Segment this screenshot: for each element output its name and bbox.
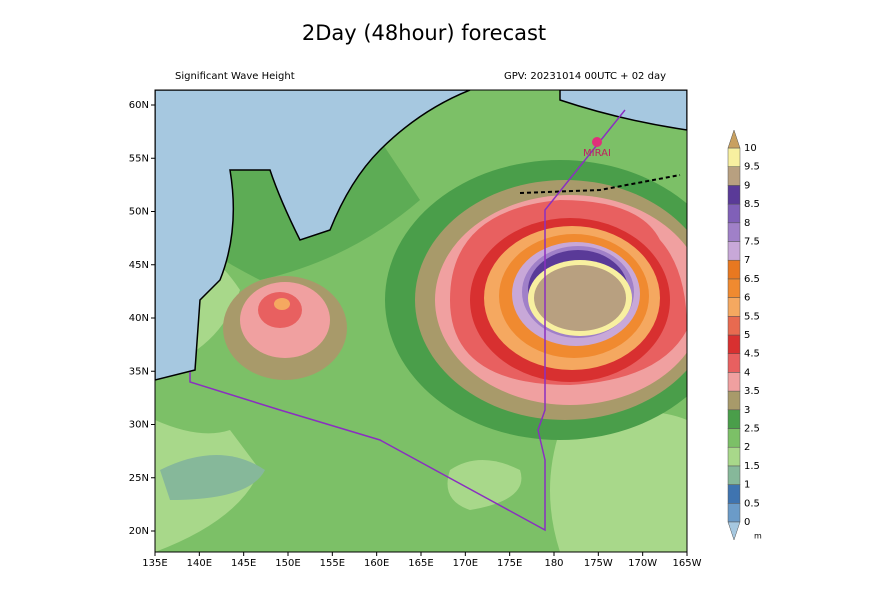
colorbar-bin (727, 428, 741, 448)
colorbar-bin (727, 503, 741, 523)
colorbar-bin (727, 297, 741, 317)
lon-label: 170E (453, 558, 478, 569)
colorbar-label: 5.5 (744, 311, 760, 322)
lon-label: 175E (497, 558, 522, 569)
colorbar-label: 8 (744, 218, 750, 229)
colorbar-bin (727, 316, 741, 336)
lon-label: 140E (187, 558, 212, 569)
lat-label: 55N (129, 153, 149, 164)
lat-label: 40N (129, 313, 149, 324)
lon-label: 165W (673, 558, 702, 569)
map: MIRAI (155, 90, 687, 552)
lon-label: 165E (408, 558, 433, 569)
colorbar-label: 1.5 (744, 461, 760, 472)
colorbar-bin (727, 484, 741, 504)
colorbar-under (727, 521, 741, 541)
colorbar-bin (727, 353, 741, 373)
colorbar-bin (727, 334, 741, 354)
colorbar-bin (727, 372, 741, 392)
lon-label: 145E (231, 558, 256, 569)
colorbar-bin (727, 465, 741, 485)
lat-label: 30N (129, 420, 149, 431)
colorbar-label: 9.5 (744, 162, 760, 173)
colorbar-label: 3 (744, 405, 750, 416)
colorbar-label: 6.5 (744, 274, 760, 285)
colorbar-bin (727, 166, 741, 186)
subtitle-right: GPV: 20231014 00UTC + 02 day (504, 71, 666, 82)
colorbar-bin (727, 409, 741, 429)
colorbar-over (727, 129, 741, 149)
colorbar-bin (727, 185, 741, 205)
colorbar-bin (727, 147, 741, 167)
lat-label: 50N (129, 207, 149, 218)
lat-label: 45N (129, 260, 149, 271)
colorbar-bin (727, 222, 741, 242)
colorbar-label: 0.5 (744, 498, 760, 509)
colorbar-bin (727, 390, 741, 411)
colorbar-label: 5 (744, 330, 750, 341)
ship-label: MIRAI (583, 148, 611, 159)
colorbar-bin (727, 241, 741, 261)
lat-label: 20N (129, 526, 149, 537)
colorbar-label: 4.5 (744, 349, 760, 360)
colorbar-label: 7 (744, 255, 750, 266)
lon-label: 135E (142, 558, 167, 569)
lat-label: 25N (129, 473, 149, 484)
subtitle-left: Significant Wave Height (175, 71, 295, 82)
lon-label: 180 (544, 558, 563, 569)
colorbar-bin (727, 259, 741, 280)
colorbar-bin (727, 278, 741, 298)
lon-label: 150E (275, 558, 300, 569)
colorbar-bin (727, 203, 741, 224)
lat-label: 60N (129, 100, 149, 111)
colorbar-unit: m (754, 532, 762, 541)
colorbar-label: 9 (744, 180, 750, 191)
lon-label: 160E (364, 558, 389, 569)
colorbar-bin (727, 446, 741, 467)
lon-label: 175W (584, 558, 613, 569)
colorbar-label: 1 (744, 480, 750, 491)
colorbar-label: 7.5 (744, 237, 760, 248)
colorbar-label: 6 (744, 293, 750, 304)
colorbar-label: 2.5 (744, 424, 760, 435)
colorbar-label: 10 (744, 143, 757, 154)
lon-label: 170W (628, 558, 657, 569)
lat-label: 35N (129, 366, 149, 377)
colorbar-label: 8.5 (744, 199, 760, 210)
colorbar-label: 3.5 (744, 386, 760, 397)
lon-label: 155E (320, 558, 345, 569)
colorbar-label: 2 (744, 442, 750, 453)
colorbar-label: 0 (744, 517, 750, 528)
title: 2Day (48hour) forecast (302, 21, 546, 45)
colorbar-label: 4 (744, 367, 750, 378)
